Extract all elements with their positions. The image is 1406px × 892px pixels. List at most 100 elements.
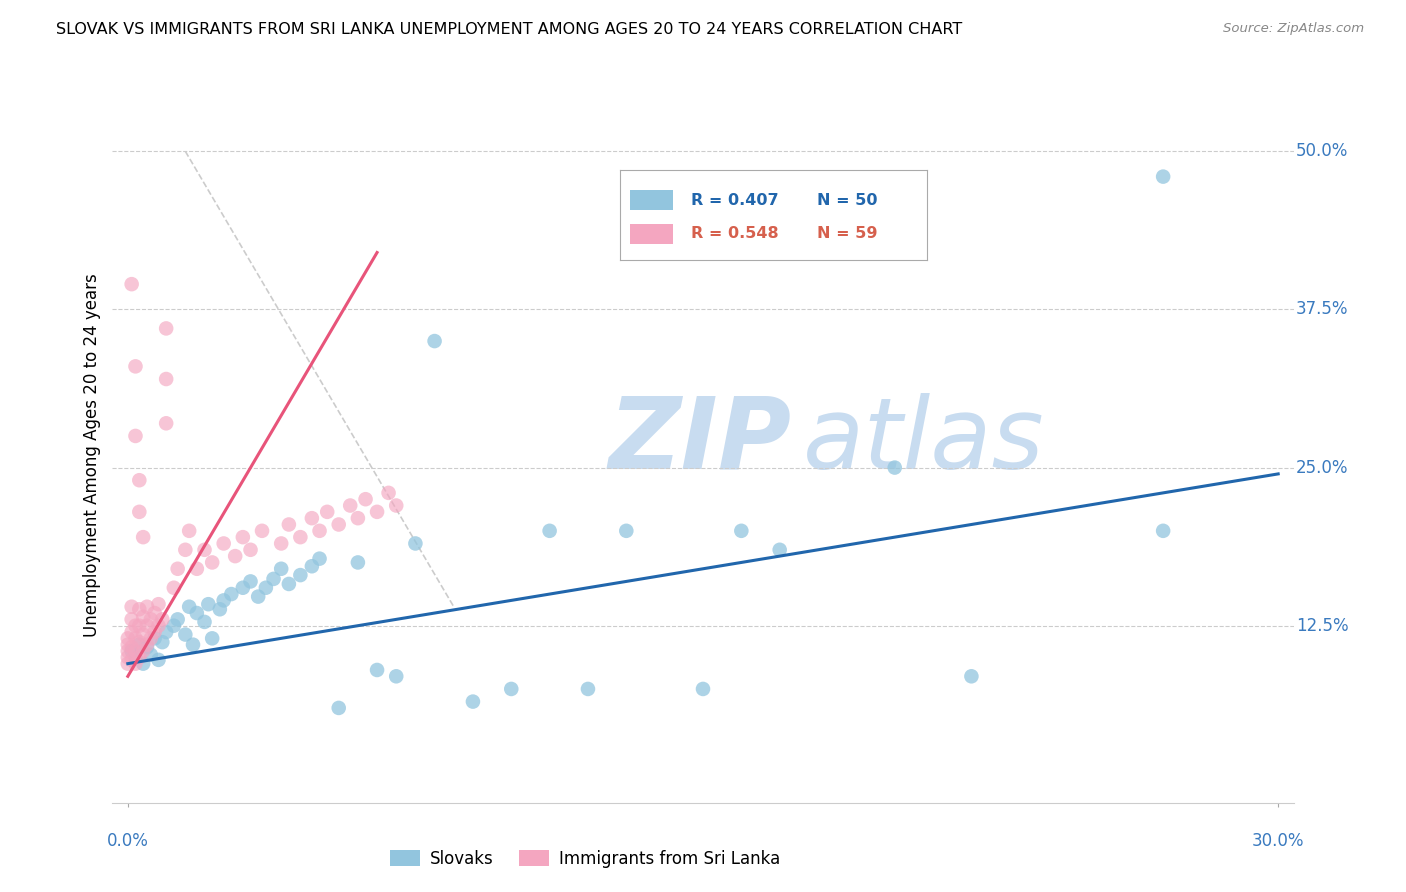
Point — [117, 650, 139, 665]
Point — [308, 551, 330, 566]
Point — [132, 644, 155, 658]
Point — [208, 602, 231, 616]
Text: N = 50: N = 50 — [817, 193, 877, 208]
Point — [117, 632, 139, 646]
Point — [155, 321, 177, 335]
FancyBboxPatch shape — [630, 224, 672, 244]
Point — [328, 701, 350, 715]
Point — [328, 517, 350, 532]
Point — [347, 556, 370, 570]
Point — [148, 597, 170, 611]
Text: 50.0%: 50.0% — [1296, 143, 1348, 161]
Point — [148, 653, 170, 667]
Point — [124, 644, 146, 658]
Point — [132, 657, 155, 671]
Point — [121, 653, 143, 667]
Point — [124, 632, 146, 646]
Text: SLOVAK VS IMMIGRANTS FROM SRI LANKA UNEMPLOYMENT AMONG AGES 20 TO 24 YEARS CORRE: SLOVAK VS IMMIGRANTS FROM SRI LANKA UNEM… — [56, 22, 963, 37]
Point — [201, 556, 224, 570]
Point — [124, 650, 146, 665]
Text: 25.0%: 25.0% — [1296, 458, 1348, 476]
Text: ZIP: ZIP — [609, 392, 792, 490]
Point — [136, 638, 159, 652]
Text: 12.5%: 12.5% — [1296, 616, 1348, 635]
Point — [883, 460, 905, 475]
Point — [614, 524, 637, 538]
Point — [247, 590, 270, 604]
Point — [239, 542, 262, 557]
Point — [128, 635, 150, 649]
Point — [301, 559, 323, 574]
Point — [128, 618, 150, 632]
Point — [128, 602, 150, 616]
Point — [385, 669, 408, 683]
Point — [124, 429, 146, 443]
Point — [377, 486, 399, 500]
Point — [174, 627, 197, 641]
Point — [250, 524, 273, 538]
Point — [181, 638, 204, 652]
Point — [316, 505, 339, 519]
Point — [121, 612, 143, 626]
Point — [128, 505, 150, 519]
Point — [124, 359, 146, 374]
Point — [179, 524, 201, 538]
Point — [404, 536, 426, 550]
Point — [290, 568, 312, 582]
Point — [354, 492, 377, 507]
Point — [124, 657, 146, 671]
Point — [155, 417, 177, 431]
Point — [197, 597, 219, 611]
Point — [163, 581, 186, 595]
Point — [117, 638, 139, 652]
Legend: Slovaks, Immigrants from Sri Lanka: Slovaks, Immigrants from Sri Lanka — [384, 843, 786, 874]
Point — [121, 640, 143, 655]
Point — [538, 524, 561, 538]
Point — [150, 612, 173, 626]
Point — [224, 549, 246, 563]
Point — [143, 606, 166, 620]
Text: 0.0%: 0.0% — [107, 832, 149, 850]
Point — [128, 638, 150, 652]
Text: R = 0.548: R = 0.548 — [690, 227, 779, 242]
Point — [174, 542, 197, 557]
Point — [193, 542, 215, 557]
Point — [347, 511, 370, 525]
Point — [136, 640, 159, 655]
Point — [385, 499, 408, 513]
Point — [366, 663, 388, 677]
Point — [136, 618, 159, 632]
Point — [221, 587, 243, 601]
Point — [121, 277, 143, 292]
Y-axis label: Unemployment Among Ages 20 to 24 years: Unemployment Among Ages 20 to 24 years — [83, 273, 101, 637]
Point — [117, 644, 139, 658]
Point — [148, 618, 170, 632]
Point — [186, 562, 208, 576]
Point — [139, 648, 162, 662]
Text: 30.0%: 30.0% — [1251, 832, 1305, 850]
Point — [132, 627, 155, 641]
Point — [270, 536, 292, 550]
Text: R = 0.407: R = 0.407 — [690, 193, 779, 208]
Point — [270, 562, 292, 576]
Point — [186, 606, 208, 620]
Text: Source: ZipAtlas.com: Source: ZipAtlas.com — [1223, 22, 1364, 36]
Point — [730, 524, 752, 538]
Point — [201, 632, 224, 646]
Point — [308, 524, 330, 538]
Point — [155, 372, 177, 386]
Point — [128, 650, 150, 665]
Point — [212, 593, 235, 607]
Point — [193, 615, 215, 629]
Point — [136, 599, 159, 614]
Text: atlas: atlas — [803, 392, 1045, 490]
Point — [769, 542, 792, 557]
Point — [117, 657, 139, 671]
Point — [124, 618, 146, 632]
Point — [166, 562, 188, 576]
Point — [128, 473, 150, 487]
Point — [121, 599, 143, 614]
Point — [232, 581, 254, 595]
Point — [212, 536, 235, 550]
Point — [339, 499, 361, 513]
